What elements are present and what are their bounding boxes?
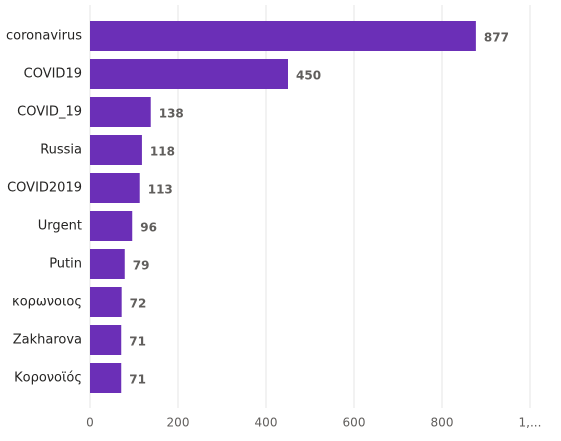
bar bbox=[90, 21, 476, 51]
value-label: 450 bbox=[296, 69, 321, 83]
bar bbox=[90, 363, 122, 393]
x-tick-label: 0 bbox=[86, 416, 94, 430]
y-tick-label: Russia bbox=[40, 143, 82, 158]
bar bbox=[90, 59, 288, 89]
y-tick-label: Κορονοϊός bbox=[14, 371, 82, 386]
y-tick-label: Putin bbox=[49, 257, 82, 272]
y-tick-label: κορωνοιος bbox=[12, 295, 82, 310]
y-tick-label: COVID19 bbox=[24, 67, 82, 82]
bar bbox=[90, 97, 151, 127]
y-tick-label: COVID2019 bbox=[7, 181, 82, 196]
value-label: 138 bbox=[159, 107, 184, 121]
x-tick-label: 800 bbox=[431, 416, 454, 430]
bar bbox=[90, 135, 142, 165]
bar bbox=[90, 287, 122, 317]
value-label: 113 bbox=[148, 183, 173, 197]
value-label: 118 bbox=[150, 145, 175, 159]
x-tick-label: 600 bbox=[343, 416, 366, 430]
bar bbox=[90, 249, 125, 279]
value-label: 71 bbox=[129, 373, 146, 387]
y-tick-label: Urgent bbox=[38, 219, 82, 234]
bar bbox=[90, 211, 133, 241]
value-label: 71 bbox=[129, 335, 146, 349]
x-tick-label: 1,... bbox=[519, 416, 542, 430]
bar bbox=[90, 173, 140, 203]
x-tick-label: 200 bbox=[167, 416, 190, 430]
value-label: 96 bbox=[140, 221, 157, 235]
y-tick-label: Zakharova bbox=[13, 333, 82, 348]
y-tick-label: coronavirus bbox=[6, 29, 82, 44]
bar bbox=[90, 325, 122, 355]
value-label: 877 bbox=[484, 31, 509, 45]
y-tick-label: COVID_19 bbox=[17, 105, 82, 120]
value-label: 79 bbox=[133, 259, 150, 273]
value-label: 72 bbox=[130, 297, 147, 311]
x-tick-label: 400 bbox=[255, 416, 278, 430]
